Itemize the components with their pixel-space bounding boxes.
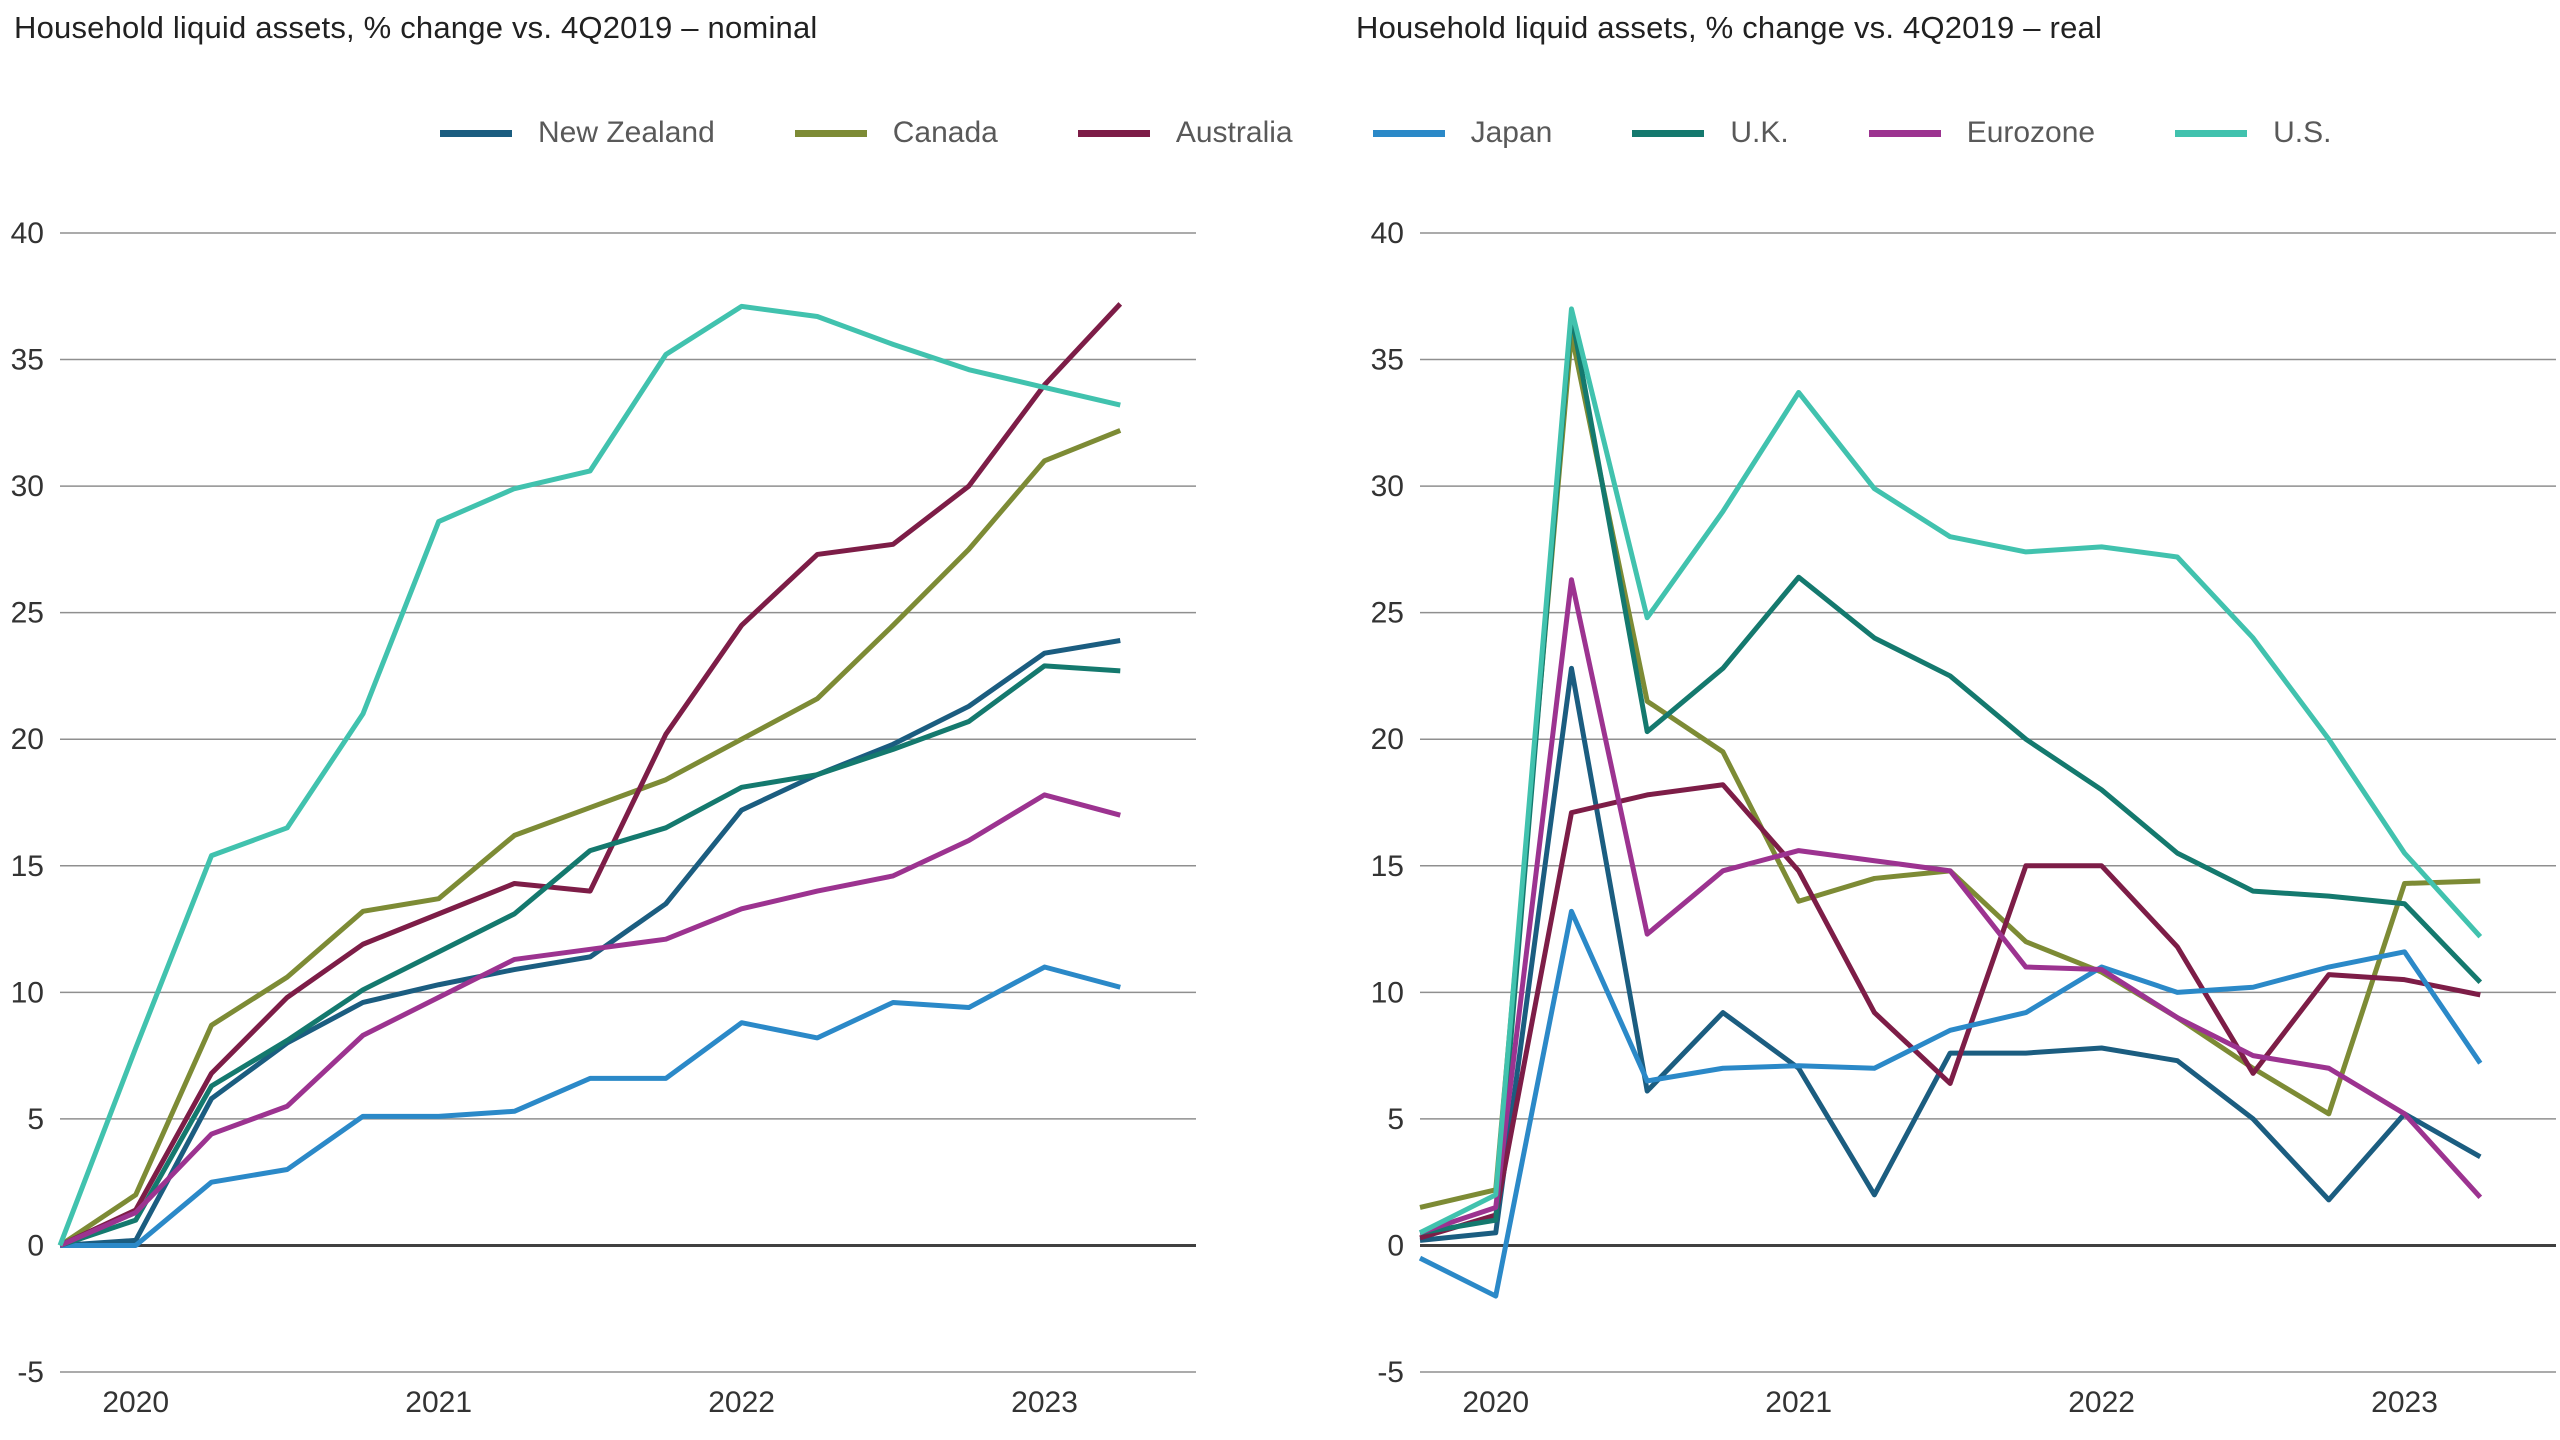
- legend-swatch-u-k: [1632, 129, 1705, 137]
- y-tick-label: 5: [1387, 1103, 1404, 1136]
- legend-swatch-canada: [794, 129, 867, 137]
- chart-title-real: Household liquid assets, % change vs. 4Q…: [1356, 10, 2103, 45]
- y-tick-label: 15: [11, 850, 44, 883]
- series-line-new-zealand-real: [1419, 665, 2482, 1243]
- legend-item-eurozone: Eurozone: [1868, 116, 2096, 150]
- x-tick-label: 2022: [2068, 1386, 2135, 1419]
- y-tick-label: -5: [17, 1356, 44, 1389]
- y-tick-label: 40: [1371, 217, 1404, 250]
- y-tick-label: -5: [1377, 1356, 1404, 1389]
- series-line-u-s-nominal: [57, 303, 1121, 1247]
- y-tick-label: 35: [1371, 344, 1404, 377]
- x-tick-label: 2023: [2371, 1386, 2438, 1419]
- legend-label: Eurozone: [1966, 116, 2096, 149]
- legend-item-japan: Japan: [1372, 116, 1553, 150]
- y-tick-label: 0: [1387, 1229, 1404, 1262]
- legend-label: Canada: [892, 116, 998, 149]
- legend-swatch-eurozone: [1868, 129, 1941, 137]
- series-line-australia-real: [1419, 782, 2481, 1241]
- legend-label: U.K.: [1730, 116, 1789, 149]
- y-tick-label: 25: [1371, 597, 1404, 630]
- legend-swatch-new-zealand: [440, 129, 512, 137]
- series-line-japan-nominal: [60, 964, 1121, 1248]
- x-tick-label: 2021: [405, 1386, 472, 1419]
- x-tick-label: 2022: [708, 1386, 775, 1419]
- y-tick-label: 20: [1371, 723, 1404, 756]
- y-tick-label: 30: [11, 470, 44, 503]
- series-line-u-k-real: [1419, 311, 2483, 1236]
- chart-title-nominal: Household liquid assets, % change vs. 4Q…: [14, 10, 818, 45]
- y-tick-label: 0: [27, 1229, 44, 1262]
- legend-item-canada: Canada: [794, 116, 998, 150]
- series-line-canada-nominal: [58, 428, 1122, 1248]
- y-tick-label: 35: [11, 344, 44, 377]
- y-tick-label: 20: [11, 723, 44, 756]
- y-tick-label: 10: [1371, 976, 1404, 1009]
- x-tick-label: 2020: [102, 1386, 169, 1419]
- x-tick-label: 2023: [1011, 1386, 1078, 1419]
- legend-swatch-australia: [1077, 129, 1150, 137]
- series-line-eurozone-nominal: [59, 792, 1121, 1248]
- y-tick-label: 40: [11, 217, 44, 250]
- legend-item-u-k: U.K.: [1632, 116, 1789, 150]
- legend-label: Japan: [1470, 116, 1553, 149]
- x-tick-label: 2020: [1462, 1386, 1529, 1419]
- legend-item-u-s: U.S.: [2175, 116, 2331, 150]
- x-tick-label: 2021: [1765, 1386, 1832, 1419]
- y-tick-label: 30: [1371, 470, 1404, 503]
- legend-label: U.S.: [2273, 116, 2332, 149]
- y-tick-label: 25: [11, 597, 44, 630]
- series-line-u-k-nominal: [59, 663, 1121, 1248]
- series-line-eurozone-real: [1419, 577, 2483, 1236]
- y-tick-label: 10: [11, 976, 44, 1009]
- legend-label: New Zealand: [538, 116, 715, 149]
- legend-item-australia: Australia: [1077, 116, 1293, 150]
- series-line-australia-nominal: [58, 302, 1123, 1248]
- legend-item-new-zealand: New Zealand: [440, 116, 715, 150]
- series-line-u-s-real: [1418, 306, 2483, 1236]
- legend-swatch-u-s: [2175, 129, 2248, 137]
- series-line-new-zealand-nominal: [59, 638, 1121, 1248]
- y-tick-label: 15: [1371, 850, 1404, 883]
- y-tick-label: 5: [27, 1103, 44, 1136]
- legend: New Zealand Canada Australia Japan U.K. Euroz…: [440, 116, 2331, 150]
- legend-swatch-japan: [1372, 129, 1445, 137]
- series-line-japan-real: [1418, 908, 2483, 1299]
- legend-label: Australia: [1175, 116, 1293, 149]
